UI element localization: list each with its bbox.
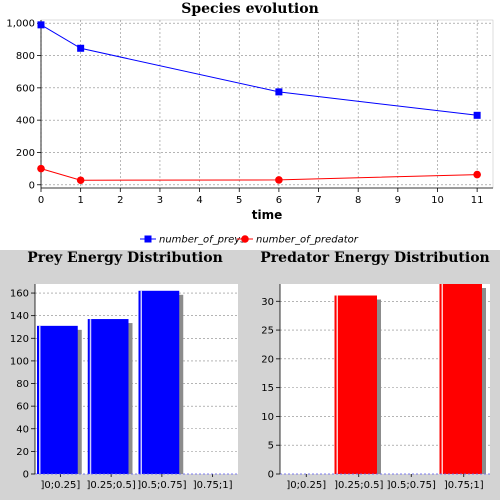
x-tick-label: 4: [196, 195, 202, 206]
x-tick-label: 5: [236, 195, 242, 206]
species-evolution-chart: Species evolution 0 1 2 3 4 5 6 7 8 9 10 11 0 200 400 60…: [6, 1, 494, 246]
x-tick-label: ]0.75;1]: [193, 480, 233, 491]
energy-distribution-panel: Prey Energy Distribution 0 20 40 60 80 100 120 1…: [0, 250, 500, 500]
data-point-number_of_predator: [76, 176, 85, 185]
y-tick-label: 0: [268, 470, 274, 481]
y-tick-label: 0: [23, 470, 29, 481]
bar: [87, 319, 133, 474]
y-tick-label: 60: [16, 402, 29, 413]
bar-highlight: [336, 295, 338, 474]
y-tick-label: 200: [16, 148, 35, 159]
y-tick-label: 20: [16, 447, 29, 458]
x-tick-label: 10: [431, 195, 444, 206]
x-tick-label: 9: [395, 195, 401, 206]
x-tick-label: 1: [77, 195, 83, 206]
x-tick-label: ]0.75;1]: [444, 480, 484, 491]
y-tick-label: 100: [10, 356, 29, 367]
x-tick-label: ]0;0.25]: [40, 480, 80, 491]
x-tick-label: 0: [38, 195, 44, 206]
x-tick-label: 2: [117, 195, 123, 206]
bar-highlight: [39, 325, 41, 474]
data-point-number_of_predator: [275, 176, 283, 184]
series-line-number_of_preys: [40, 24, 478, 116]
species-evolution-panel: Species evolution 0 1 2 3 4 5 6 7 8 9 10 11 0 200 400 60…: [6, 1, 494, 246]
x-tick-label: ]0.5;0.75]: [387, 480, 436, 491]
data-point-number_of_preys: [473, 111, 481, 119]
y-tick-label: 400: [16, 116, 35, 127]
x-tick-label: ]0;0.25]: [286, 480, 326, 491]
y-tick-label: 800: [16, 51, 35, 62]
data-point-number_of_preys: [37, 21, 45, 29]
bar-body: [334, 295, 377, 474]
x-tick-label: 7: [315, 195, 321, 206]
x-tick-label: 6: [276, 195, 282, 206]
y-tick-label: 40: [16, 424, 29, 435]
chart-title: Prey Energy Distribution: [27, 250, 223, 266]
data-point-number_of_predator: [37, 164, 45, 173]
y-tick-label: 160: [10, 289, 29, 300]
bar: [334, 295, 381, 474]
bar: [439, 284, 486, 474]
y-tick-label: 1,000: [6, 19, 35, 30]
y-tick-label: 0: [29, 180, 35, 191]
y-tick-label: 25: [261, 326, 274, 337]
legend-marker-number_of_preys: [144, 235, 152, 243]
x-tick-label: 8: [355, 195, 361, 206]
legend-label-number_of_preys: number_of_preys: [159, 235, 245, 246]
predator-energy-chart: Predator Energy Distribution 0 5 10 15 20 25 30…: [260, 250, 490, 491]
data-point-number_of_preys: [77, 44, 85, 52]
x-axis-label: time: [252, 208, 283, 222]
data-point-number_of_preys: [275, 88, 283, 96]
x-tick-label: ]0.25;0.5]: [334, 480, 383, 491]
bar-highlight: [441, 284, 443, 474]
bar-body: [138, 290, 180, 474]
bar-highlight: [89, 319, 92, 474]
legend-label-number_of_predator: number_of_predator: [256, 235, 359, 246]
bar-body: [37, 325, 78, 474]
y-tick-label: 600: [16, 83, 35, 94]
series-line-number_of_predator: [40, 168, 478, 181]
y-tick-label: 120: [10, 334, 29, 345]
y-tick-label: 20: [261, 354, 274, 365]
x-tick-label: ]0.5;0.75]: [137, 480, 186, 491]
y-tick-label: 30: [261, 297, 274, 308]
bar-body: [439, 284, 482, 474]
y-tick-label: 80: [16, 379, 29, 390]
x-tick-label: 11: [471, 195, 484, 206]
x-tick-label: ]0.25;0.5]: [86, 480, 135, 491]
legend-marker-number_of_predator: [241, 235, 249, 243]
bar-body: [87, 319, 129, 474]
x-tick-label: 3: [157, 195, 163, 206]
prey-energy-chart: Prey Energy Distribution 0 20 40 60 80 100 120 1…: [10, 250, 238, 491]
y-tick-label: 10: [261, 412, 274, 423]
bar: [37, 325, 82, 474]
y-tick-label: 5: [268, 441, 274, 452]
y-tick-label: 15: [261, 383, 274, 394]
plot-area: [40, 19, 494, 189]
bar: [138, 290, 184, 474]
chart-title: Species evolution: [181, 1, 319, 17]
bar-highlight: [140, 290, 142, 474]
data-point-number_of_predator: [473, 170, 481, 179]
y-tick-label: 140: [10, 311, 29, 322]
chart-title: Predator Energy Distribution: [260, 250, 489, 266]
